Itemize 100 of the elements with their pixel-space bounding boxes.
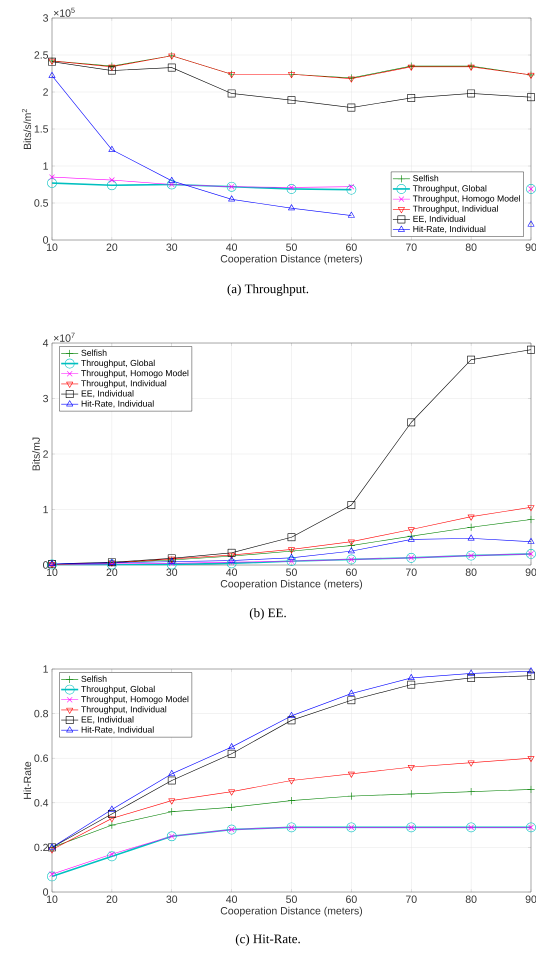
x-tick-label: 20	[106, 568, 118, 576]
x-tick-label: 30	[166, 568, 178, 576]
point	[108, 821, 116, 830]
point	[168, 776, 176, 784]
y-tick-label: 4	[42, 339, 48, 347]
text: ×10$^{5}$	[54, 8, 75, 17]
point	[407, 790, 416, 798]
x-tick-label: 90	[526, 568, 536, 576]
point	[468, 64, 475, 71]
point	[108, 806, 116, 812]
x-tick-label: 90	[526, 244, 536, 251]
x-tick-label: 20	[106, 244, 118, 251]
legend-label: Throughput, Homogo Model	[81, 696, 188, 704]
point	[168, 64, 176, 72]
point	[288, 554, 295, 560]
point	[527, 786, 535, 794]
text: ×10$^{7}$	[54, 332, 75, 342]
point	[528, 756, 534, 762]
y-axis-title: Bits/s/m$^{2}$	[22, 108, 32, 150]
legend-label: Throughput, Global	[81, 686, 155, 694]
x-tick-label: 30	[166, 244, 178, 251]
point	[348, 772, 355, 778]
point	[528, 538, 534, 544]
point	[407, 532, 416, 540]
x-axis-title: Cooperation Distance (meters)	[220, 580, 362, 590]
point	[288, 204, 295, 210]
x-tick-label: 10	[46, 568, 58, 576]
y-tick-label: 0	[43, 561, 48, 569]
legend-label: Throughput, Homogo Model	[412, 195, 520, 204]
x-tick-label: 80	[466, 896, 477, 903]
x-tick-label: 50	[286, 568, 297, 576]
text: (c) Hit-Rate.	[236, 934, 300, 946]
point	[226, 182, 237, 192]
text: (a) Throughput.	[228, 284, 308, 296]
x-tick-label: 40	[226, 568, 238, 576]
y-tick-label: 0.2	[34, 844, 48, 852]
point	[108, 64, 116, 71]
legend-label: Throughput, Homogo Model	[81, 370, 188, 378]
y-tick-label: 0.6	[34, 754, 48, 762]
point	[466, 550, 476, 560]
x-tick-label: 80	[466, 568, 477, 576]
point	[347, 542, 356, 550]
point	[466, 822, 476, 832]
point	[407, 680, 416, 689]
point	[168, 176, 176, 183]
y-tick-label: 0	[43, 236, 48, 244]
x-tick-label: 70	[406, 244, 417, 251]
point	[109, 177, 115, 183]
point	[527, 346, 535, 354]
y-tick-label: 3	[43, 14, 48, 22]
point	[47, 178, 57, 188]
y-tick-label: 2.5	[34, 51, 48, 59]
point	[108, 66, 116, 74]
point	[226, 824, 237, 834]
y-tick-label: 1	[43, 162, 48, 170]
point	[528, 220, 534, 227]
point	[408, 674, 415, 680]
point	[108, 62, 116, 70]
x-tick-label: 50	[286, 244, 297, 251]
legend-label: Hit-Rate, Individual	[413, 226, 486, 234]
x-tick-label: 40	[226, 896, 238, 903]
point	[408, 527, 415, 534]
point	[348, 547, 355, 554]
point	[49, 174, 55, 180]
x-axis-title: Cooperation Distance (meters)	[220, 906, 362, 917]
point	[348, 212, 355, 218]
point	[467, 356, 476, 364]
point	[168, 770, 176, 776]
legend-label: Throughput, Individual	[412, 205, 498, 214]
point	[408, 64, 415, 71]
x-tick-label: 10	[46, 896, 58, 903]
point	[226, 558, 237, 568]
x-axis-title: Cooperation Distance (meters)	[220, 254, 362, 265]
point	[347, 74, 356, 82]
y-tick-label: 0.5	[34, 199, 48, 207]
point	[228, 90, 236, 98]
point	[228, 803, 236, 812]
legend-label: Hit-Rate, Individual	[82, 726, 154, 734]
point	[108, 816, 116, 822]
point	[288, 712, 295, 718]
legend-label: Selfish	[81, 350, 106, 356]
x-tick-label: 70	[406, 896, 417, 903]
x-tick-label: 60	[346, 896, 357, 903]
point	[106, 560, 117, 570]
y-tick-label: 2	[43, 450, 48, 458]
legend-label: Hit-Rate, Individual	[82, 400, 154, 408]
x-tick-label: 60	[346, 568, 357, 576]
legend-label: Throughput, Individual	[81, 706, 166, 714]
x-tick-label: 50	[286, 896, 297, 903]
legend-label: EE, Individual	[413, 216, 466, 223]
legend-label: Throughput, Global	[81, 360, 155, 368]
point	[347, 696, 356, 704]
point	[346, 184, 356, 195]
point	[108, 810, 116, 818]
y-tick-label: 0.8	[34, 710, 48, 718]
y-axis-title: Bits/mJ	[32, 438, 40, 470]
point	[346, 822, 356, 832]
point	[408, 536, 415, 542]
x-tick-label: 80	[466, 244, 477, 251]
point	[228, 750, 236, 758]
